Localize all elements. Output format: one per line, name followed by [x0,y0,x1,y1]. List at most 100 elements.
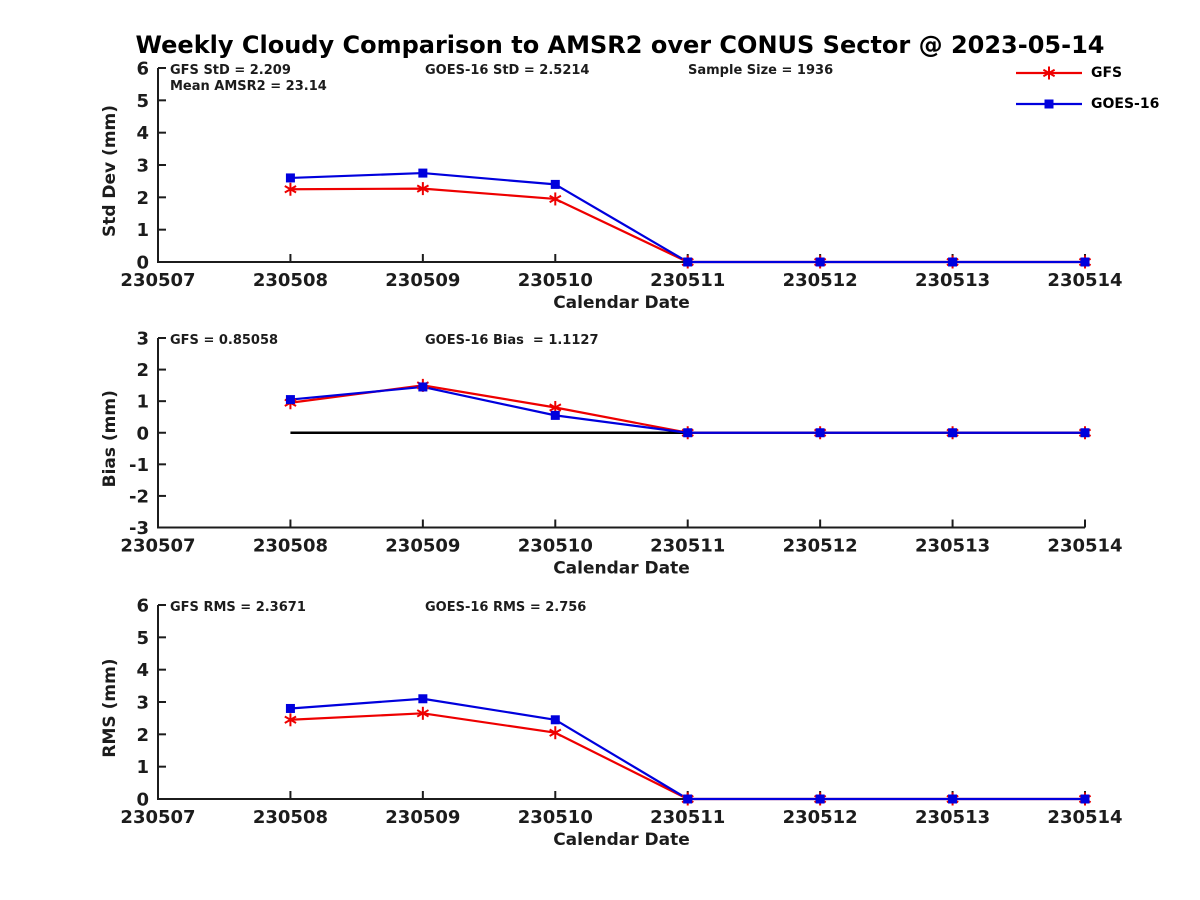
square-marker-icon [285,173,295,183]
square-marker-icon [683,428,693,438]
y-tick-label: 2 [136,725,149,746]
x-tick-label: 230514 [1047,270,1122,291]
series-markers-goes-16 [285,382,1090,438]
series-markers-gfs [284,182,1092,269]
square-marker-icon [1080,794,1090,804]
y-tick-label: 0 [136,423,149,444]
square-marker-icon [550,179,560,189]
annotation: GOES-16 Bias = 1.1127 [425,333,599,348]
annotation: GFS = 0.85058 [170,333,278,348]
square-marker-icon [815,257,825,267]
y-tick-label: 5 [136,628,149,649]
y-tick-label: 3 [136,329,149,350]
x-tick-label: 230511 [650,536,725,557]
y-axis-label: Std Dev (mm) [100,105,120,237]
x-axis-label: Calendar Date [553,293,690,313]
y-tick-label: 4 [136,660,149,681]
asterisk-marker-icon [284,713,297,727]
y-axis-label: RMS (mm) [100,658,120,757]
x-tick-label: 230512 [783,536,858,557]
y-tick-label: 1 [136,220,149,241]
series-line-gfs [290,712,1085,801]
y-tick-label: 6 [136,596,149,617]
y-tick-label: -1 [129,455,149,476]
x-tick-label: 230510 [518,270,593,291]
axes [157,68,1085,263]
x-tick-label: 230514 [1047,536,1122,557]
y-tick-label: 4 [136,123,149,144]
y-tick-label: -2 [129,486,149,507]
x-tick-label: 230509 [385,536,460,557]
x-tick-label: 230514 [1047,807,1122,828]
asterisk-marker-icon [416,182,429,196]
y-tick-label: 2 [136,188,149,209]
x-tick-label: 230507 [120,807,195,828]
gfs-line-swatch-icon [1016,66,1082,80]
x-tick-label: 230512 [783,807,858,828]
series-line-gfs [290,384,1085,434]
square-marker-icon [683,794,693,804]
asterisk-marker-icon [416,706,429,720]
x-tick-label: 230513 [915,807,990,828]
series-markers-goes-16 [285,168,1090,267]
y-tick-label: -3 [129,518,149,539]
asterisk-marker-icon [549,726,562,740]
series-markers-goes-16 [285,694,1090,804]
y-tick-label: 0 [136,790,149,811]
chart-title: Weekly Cloudy Comparison to AMSR2 over C… [135,31,1105,59]
legend-item-gfs: GFS [1014,65,1159,81]
square-marker-icon [418,694,428,704]
series-markers-gfs [284,706,1092,806]
x-tick-label: 230513 [915,270,990,291]
x-tick-label: 230512 [783,270,858,291]
y-axis-label: Bias (mm) [100,390,120,487]
x-tick-label: 230511 [650,807,725,828]
y-tick-label: 5 [136,91,149,112]
x-tick-label: 230508 [253,270,328,291]
goes16-line-swatch-icon [1016,99,1082,109]
square-marker-icon [948,428,958,438]
annotation: Sample Size = 1936 [688,63,833,78]
square-marker-icon [285,703,295,713]
annotation: GOES-16 RMS = 2.756 [425,600,586,615]
y-tick-label: 0 [136,253,149,274]
series-line-gfs [290,187,1085,264]
asterisk-marker-icon [549,192,562,206]
annotation: GOES-16 StD = 2.5214 [425,63,589,78]
x-tick-label: 230509 [385,807,460,828]
x-tick-label: 230508 [253,807,328,828]
x-tick-label: 230511 [650,270,725,291]
y-tick-label: 6 [136,59,149,80]
legend-label-goes16: GOES-16 [1091,96,1160,112]
x-axis-label: Calendar Date [553,559,690,579]
series-line-goes-16 [290,385,1085,434]
subplot-bias: Bias (mm) -3 -2 -1 0 1 2 3 230507 230508 230509 230… [100,329,1123,579]
square-marker-icon [418,168,428,178]
axes [157,605,1085,800]
x-tick-label: 230510 [518,807,593,828]
square-marker-icon [948,257,958,267]
square-marker-icon [285,395,295,405]
y-tick-label: 3 [136,156,149,177]
asterisk-marker-icon [284,182,297,196]
x-tick-label: 230510 [518,536,593,557]
annotation: GFS StD = 2.209 [170,63,291,78]
x-axis-label: Calendar Date [553,830,690,850]
square-marker-icon [815,428,825,438]
x-tick-label: 230513 [915,536,990,557]
annotation: GFS RMS = 2.3671 [170,600,306,615]
annotation: Mean AMSR2 = 23.14 [170,79,327,94]
subplot-std: Std Dev (mm) 0 1 2 3 4 5 6 230507 230508 230509 230… [100,59,1123,314]
y-tick-label: 3 [136,693,149,714]
x-tick-label: 230507 [120,536,195,557]
square-marker-icon [550,410,560,420]
y-tick-label: 1 [136,757,149,778]
legend-label-gfs: GFS [1091,65,1123,81]
square-marker-icon [418,382,428,392]
series-line-goes-16 [290,171,1085,264]
square-marker-icon [550,715,560,725]
legend-item-goes16: GOES-16 [1014,96,1160,112]
square-marker-icon [815,794,825,804]
